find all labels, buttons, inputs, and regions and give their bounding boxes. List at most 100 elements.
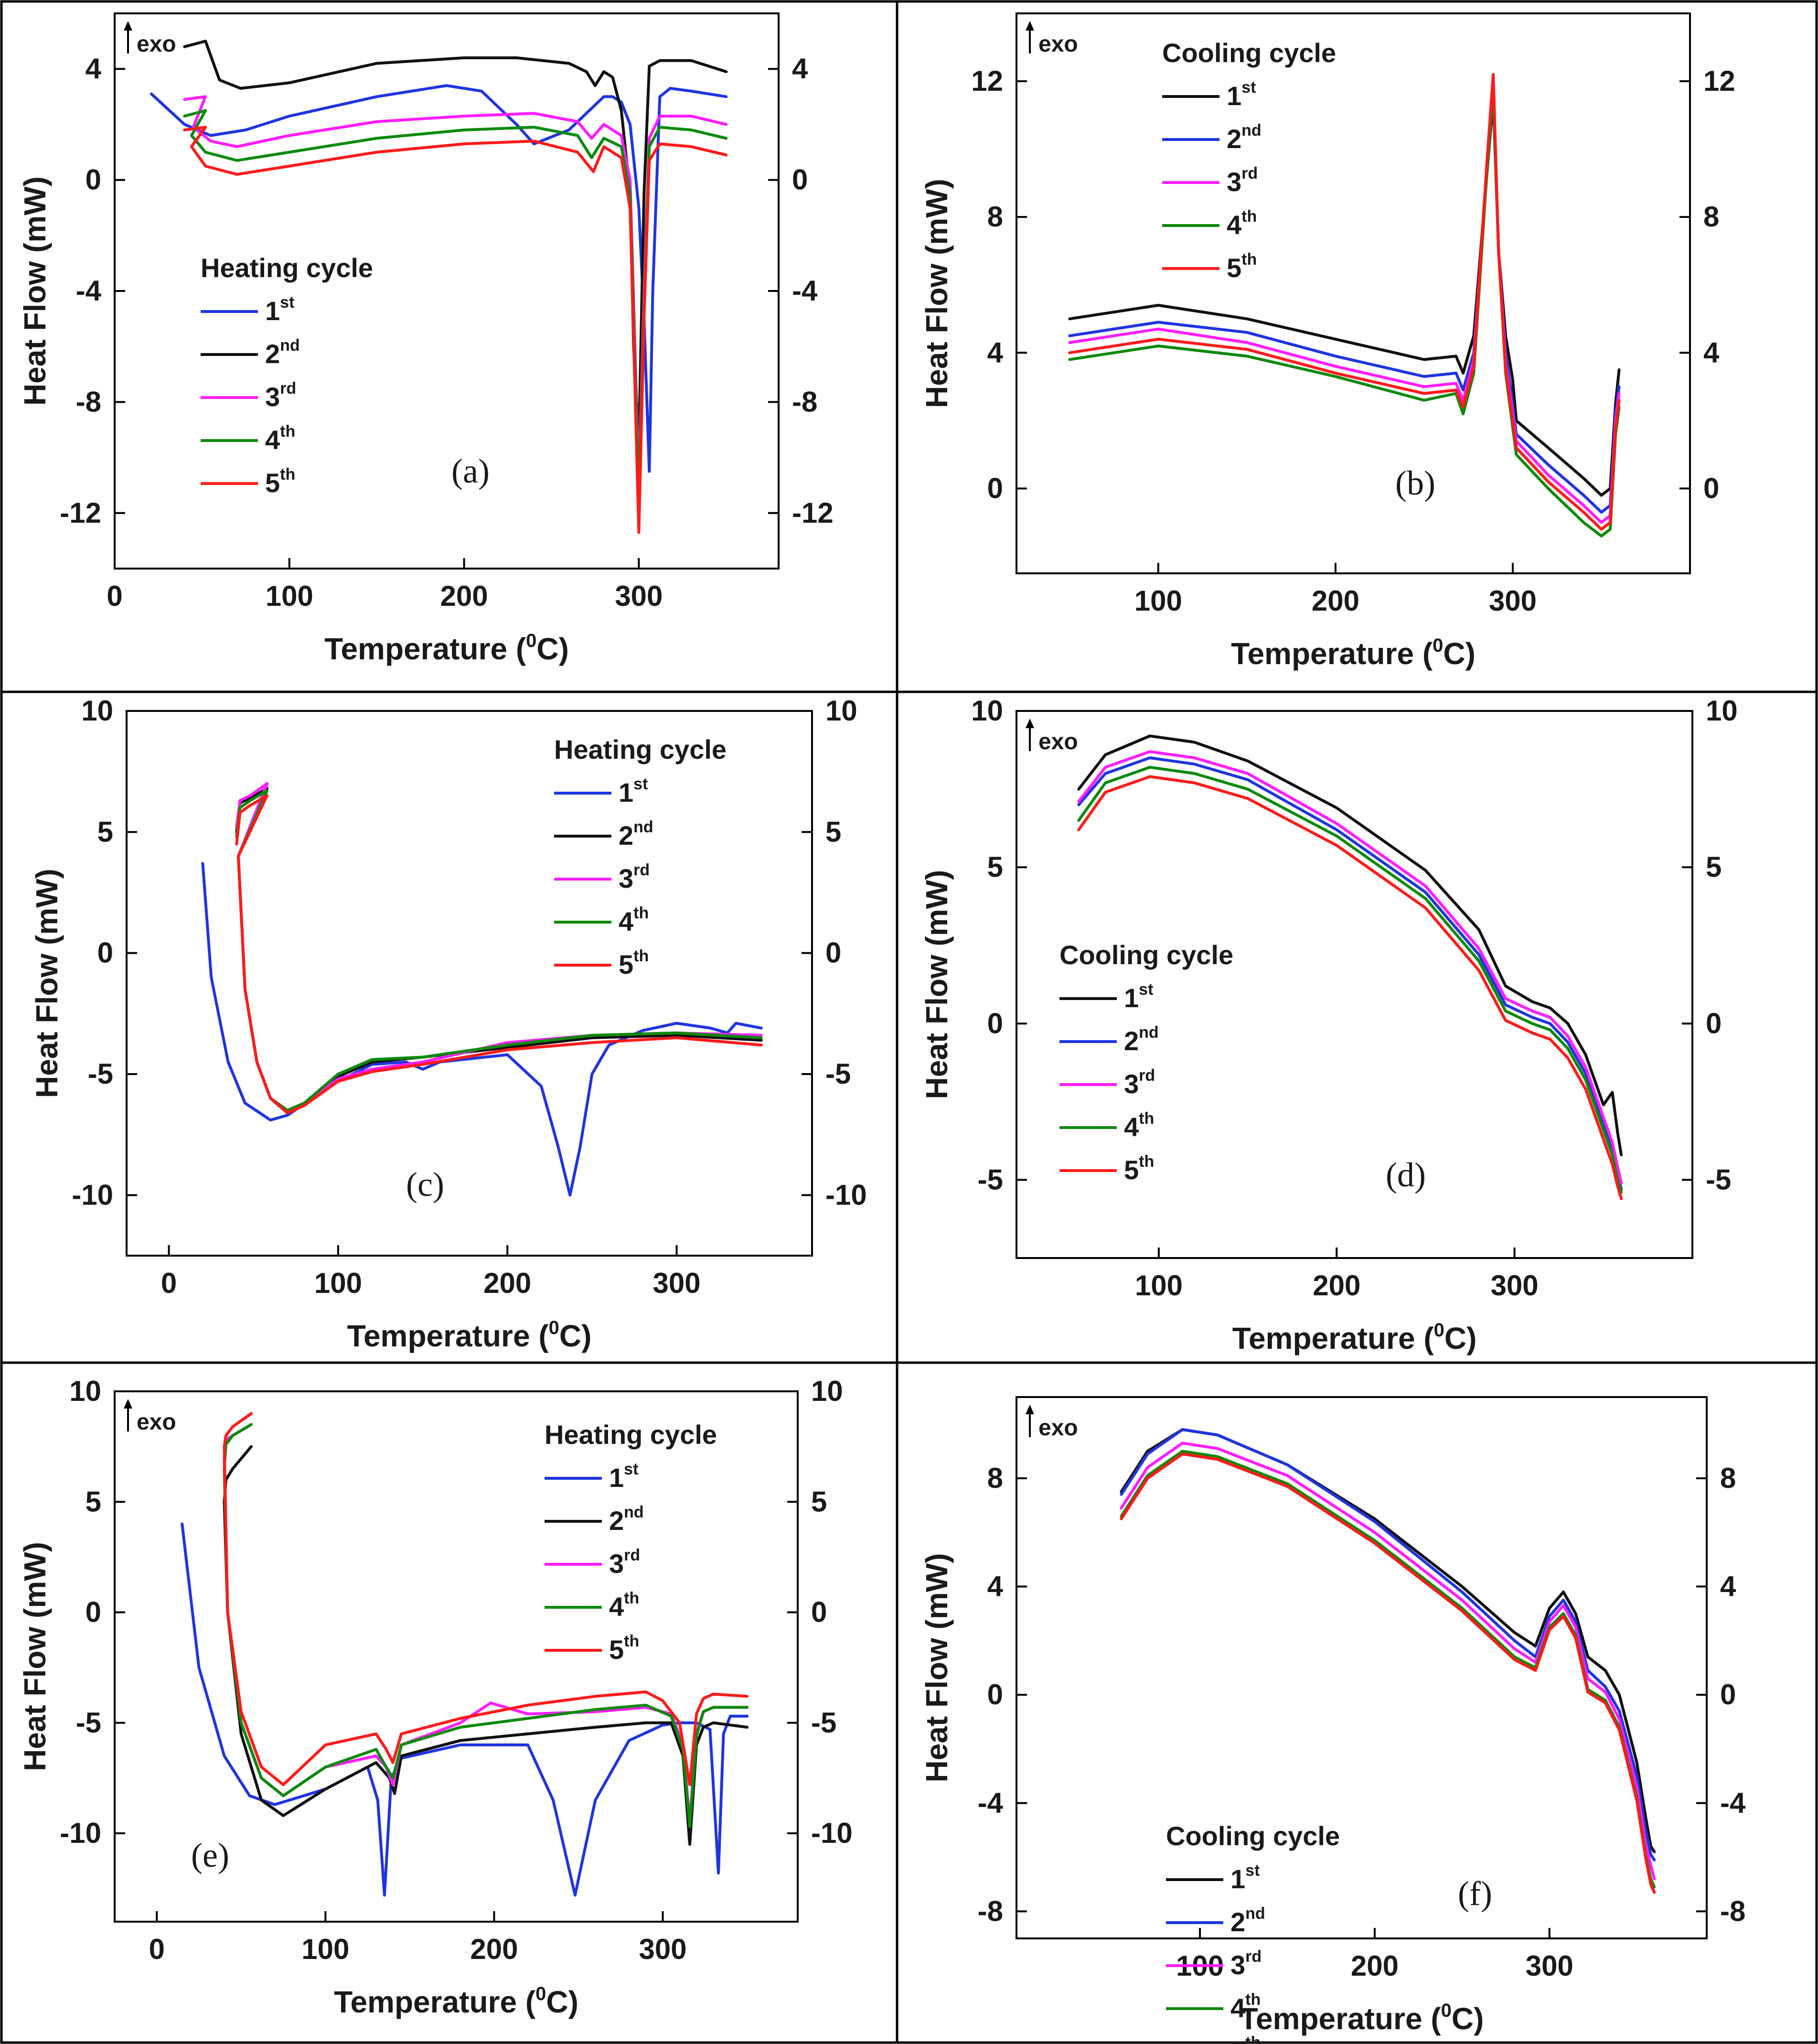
legend-label-b-3rd: 3rd (1227, 164, 1258, 197)
y-tick-label-right-d-1: 5 (1706, 851, 1722, 883)
legend-title-e: Heating cycle (545, 1420, 717, 1450)
y-tick-label-right-c-2: 0 (825, 937, 841, 969)
legend-label-e-2nd: 2nd (609, 1503, 644, 1536)
series-line-a-2nd (183, 40, 728, 445)
x-tick-label-d-2: 300 (1491, 1269, 1539, 1302)
x-tick-label-c-1: 100 (314, 1267, 362, 1299)
y-tick-label-left-e-3: -5 (76, 1707, 101, 1739)
exo-label-e: exo (137, 1409, 176, 1435)
legend-label-e-5th: 5th (609, 1632, 639, 1665)
x-axis-title-f: Temperature (0C) (1240, 2000, 1484, 2036)
y-tick-label-left-a-4: -12 (60, 497, 101, 529)
legend-title-a: Heating cycle (201, 253, 373, 283)
y-axis-title-f: Heat Flow (mW) (920, 1553, 954, 1783)
legend-label-a-3rd: 3rd (265, 379, 296, 412)
x-tick-label-a-3: 300 (615, 580, 663, 612)
x-tick-label-a-2: 200 (440, 580, 488, 612)
panel-label-e: (e) (191, 1836, 229, 1874)
legend-title-f: Cooling cycle (1166, 1821, 1340, 1851)
series-line-d-5th (1077, 775, 1623, 1200)
y-tick-label-left-b-0: 12 (971, 65, 1003, 97)
legend-label-b-5th: 5th (1227, 250, 1257, 283)
exo-arrow-head-icon-b (1026, 21, 1034, 31)
series-line-a-1st (150, 84, 728, 473)
y-tick-label-right-a-2: -4 (792, 275, 818, 307)
y-tick-label-left-e-2: 0 (86, 1596, 101, 1628)
x-tick-label-e-1: 100 (301, 1933, 349, 1965)
plot-frame-f (1016, 1396, 1708, 1939)
y-tick-label-right-b-3: 0 (1703, 472, 1719, 504)
x-tick-label-e-2: 200 (470, 1933, 518, 1965)
y-tick-label-left-d-0: 10 (971, 695, 1003, 727)
legend-label-d-1st: 1st (1124, 980, 1153, 1013)
y-tick-label-right-d-3: -5 (1706, 1163, 1731, 1195)
legend-label-d-5th: 5th (1124, 1152, 1154, 1185)
y-tick-label-left-e-0: 10 (69, 1375, 101, 1407)
y-tick-label-right-d-0: 10 (1706, 695, 1738, 727)
series-line-f-3rd (1120, 1442, 1656, 1881)
y-axis-title-c: Heat Flow (mW) (30, 869, 64, 1098)
x-tick-label-e-0: 0 (149, 1933, 165, 1965)
y-tick-label-right-f-0: 8 (1720, 1462, 1736, 1494)
x-tick-label-a-0: 0 (107, 580, 122, 612)
legend-label-d-3rd: 3rd (1124, 1066, 1155, 1099)
y-tick-label-left-b-2: 4 (987, 336, 1004, 368)
legend-label-c-3rd: 3rd (619, 861, 650, 893)
x-axis-title-a: Temperature (0C) (324, 630, 569, 666)
x-tick-label-b-0: 100 (1134, 585, 1182, 617)
exo-label-d: exo (1038, 729, 1078, 754)
plot-frame-a (114, 12, 780, 570)
y-tick-label-left-d-1: 5 (987, 851, 1003, 883)
y-tick-label-right-c-4: -10 (825, 1179, 867, 1211)
y-tick-label-right-f-3: -4 (1720, 1787, 1746, 1819)
plot-frame-d (1016, 710, 1693, 1259)
chart-panel-a: 0 100 200 300 4 4 0 0 -4 -4 -8 -8 -12 -12 Temperature … (18, 12, 834, 666)
y-tick-label-left-a-2: -4 (76, 275, 102, 307)
y-tick-label-right-a-0: 4 (792, 53, 808, 85)
y-tick-label-left-e-4: -10 (60, 1817, 101, 1849)
y-tick-label-left-a-0: 4 (86, 53, 102, 85)
legend-label-c-2nd: 2nd (619, 818, 653, 850)
legend-label-a-4th: 4th (265, 422, 295, 455)
y-tick-label-right-a-4: -12 (792, 497, 834, 529)
y-tick-label-right-c-0: 10 (825, 695, 857, 727)
series-line-f-2nd (1120, 1428, 1656, 1861)
exo-arrow-head-icon-e (124, 1399, 132, 1409)
series-line-f-5th (1120, 1452, 1656, 1894)
panel-label-a: (a) (451, 452, 490, 490)
legend-label-a-2nd: 2nd (265, 336, 300, 369)
x-tick-label-a-1: 100 (266, 580, 313, 612)
legend-label-c-4th: 4th (619, 904, 649, 936)
series-line-d-1st (1077, 734, 1623, 1157)
exo-label-b: exo (1038, 32, 1078, 57)
panel-label-f: (f) (1458, 1874, 1492, 1913)
exo-label-f: exo (1038, 1415, 1078, 1441)
x-tick-label-d-1: 200 (1313, 1269, 1360, 1302)
series-line-e-2nd (223, 1445, 749, 1846)
chart-panel-d: 100 200 300 10 10 5 5 0 0 -5 -5 Temperature (0C) Hea… (920, 695, 1738, 1355)
series-line-f-1st (1120, 1428, 1656, 1853)
x-tick-label-b-2: 300 (1489, 585, 1537, 617)
legend-label-f-1st: 1st (1230, 1861, 1260, 1894)
x-axis-title-d: Temperature (0C) (1232, 1320, 1477, 1355)
x-tick-label-c-0: 0 (161, 1267, 177, 1299)
chart-panel-c: 0 100 200 300 10 10 5 5 0 0 -5 -5 -10 -10 Temperature … (30, 695, 867, 1353)
legend-label-e-4th: 4th (609, 1589, 639, 1622)
panel-label-c: (c) (406, 1165, 444, 1204)
exo-arrow-head-icon-a (124, 21, 132, 31)
y-tick-label-left-f-4: -8 (978, 1895, 1003, 1927)
x-axis-title-c: Temperature (0C) (347, 1317, 592, 1353)
y-tick-label-right-f-1: 4 (1720, 1571, 1736, 1603)
y-tick-label-left-c-4: -10 (72, 1179, 113, 1211)
y-tick-label-left-f-3: -4 (978, 1787, 1004, 1819)
y-tick-label-right-c-3: -5 (825, 1058, 851, 1090)
legend-label-f-4th: 4th (1230, 1990, 1261, 2023)
series-line-d-3rd (1077, 750, 1623, 1184)
plot-frame-c (126, 710, 813, 1257)
y-tick-label-left-c-3: -5 (88, 1058, 113, 1090)
legend-label-f-2nd: 2nd (1230, 1904, 1265, 1937)
legend-label-e-3rd: 3rd (609, 1546, 640, 1579)
x-tick-label-e-3: 300 (639, 1933, 686, 1965)
y-axis-title-a: Heat Flow (mW) (18, 176, 52, 406)
y-tick-label-right-f-2: 0 (1720, 1678, 1736, 1711)
